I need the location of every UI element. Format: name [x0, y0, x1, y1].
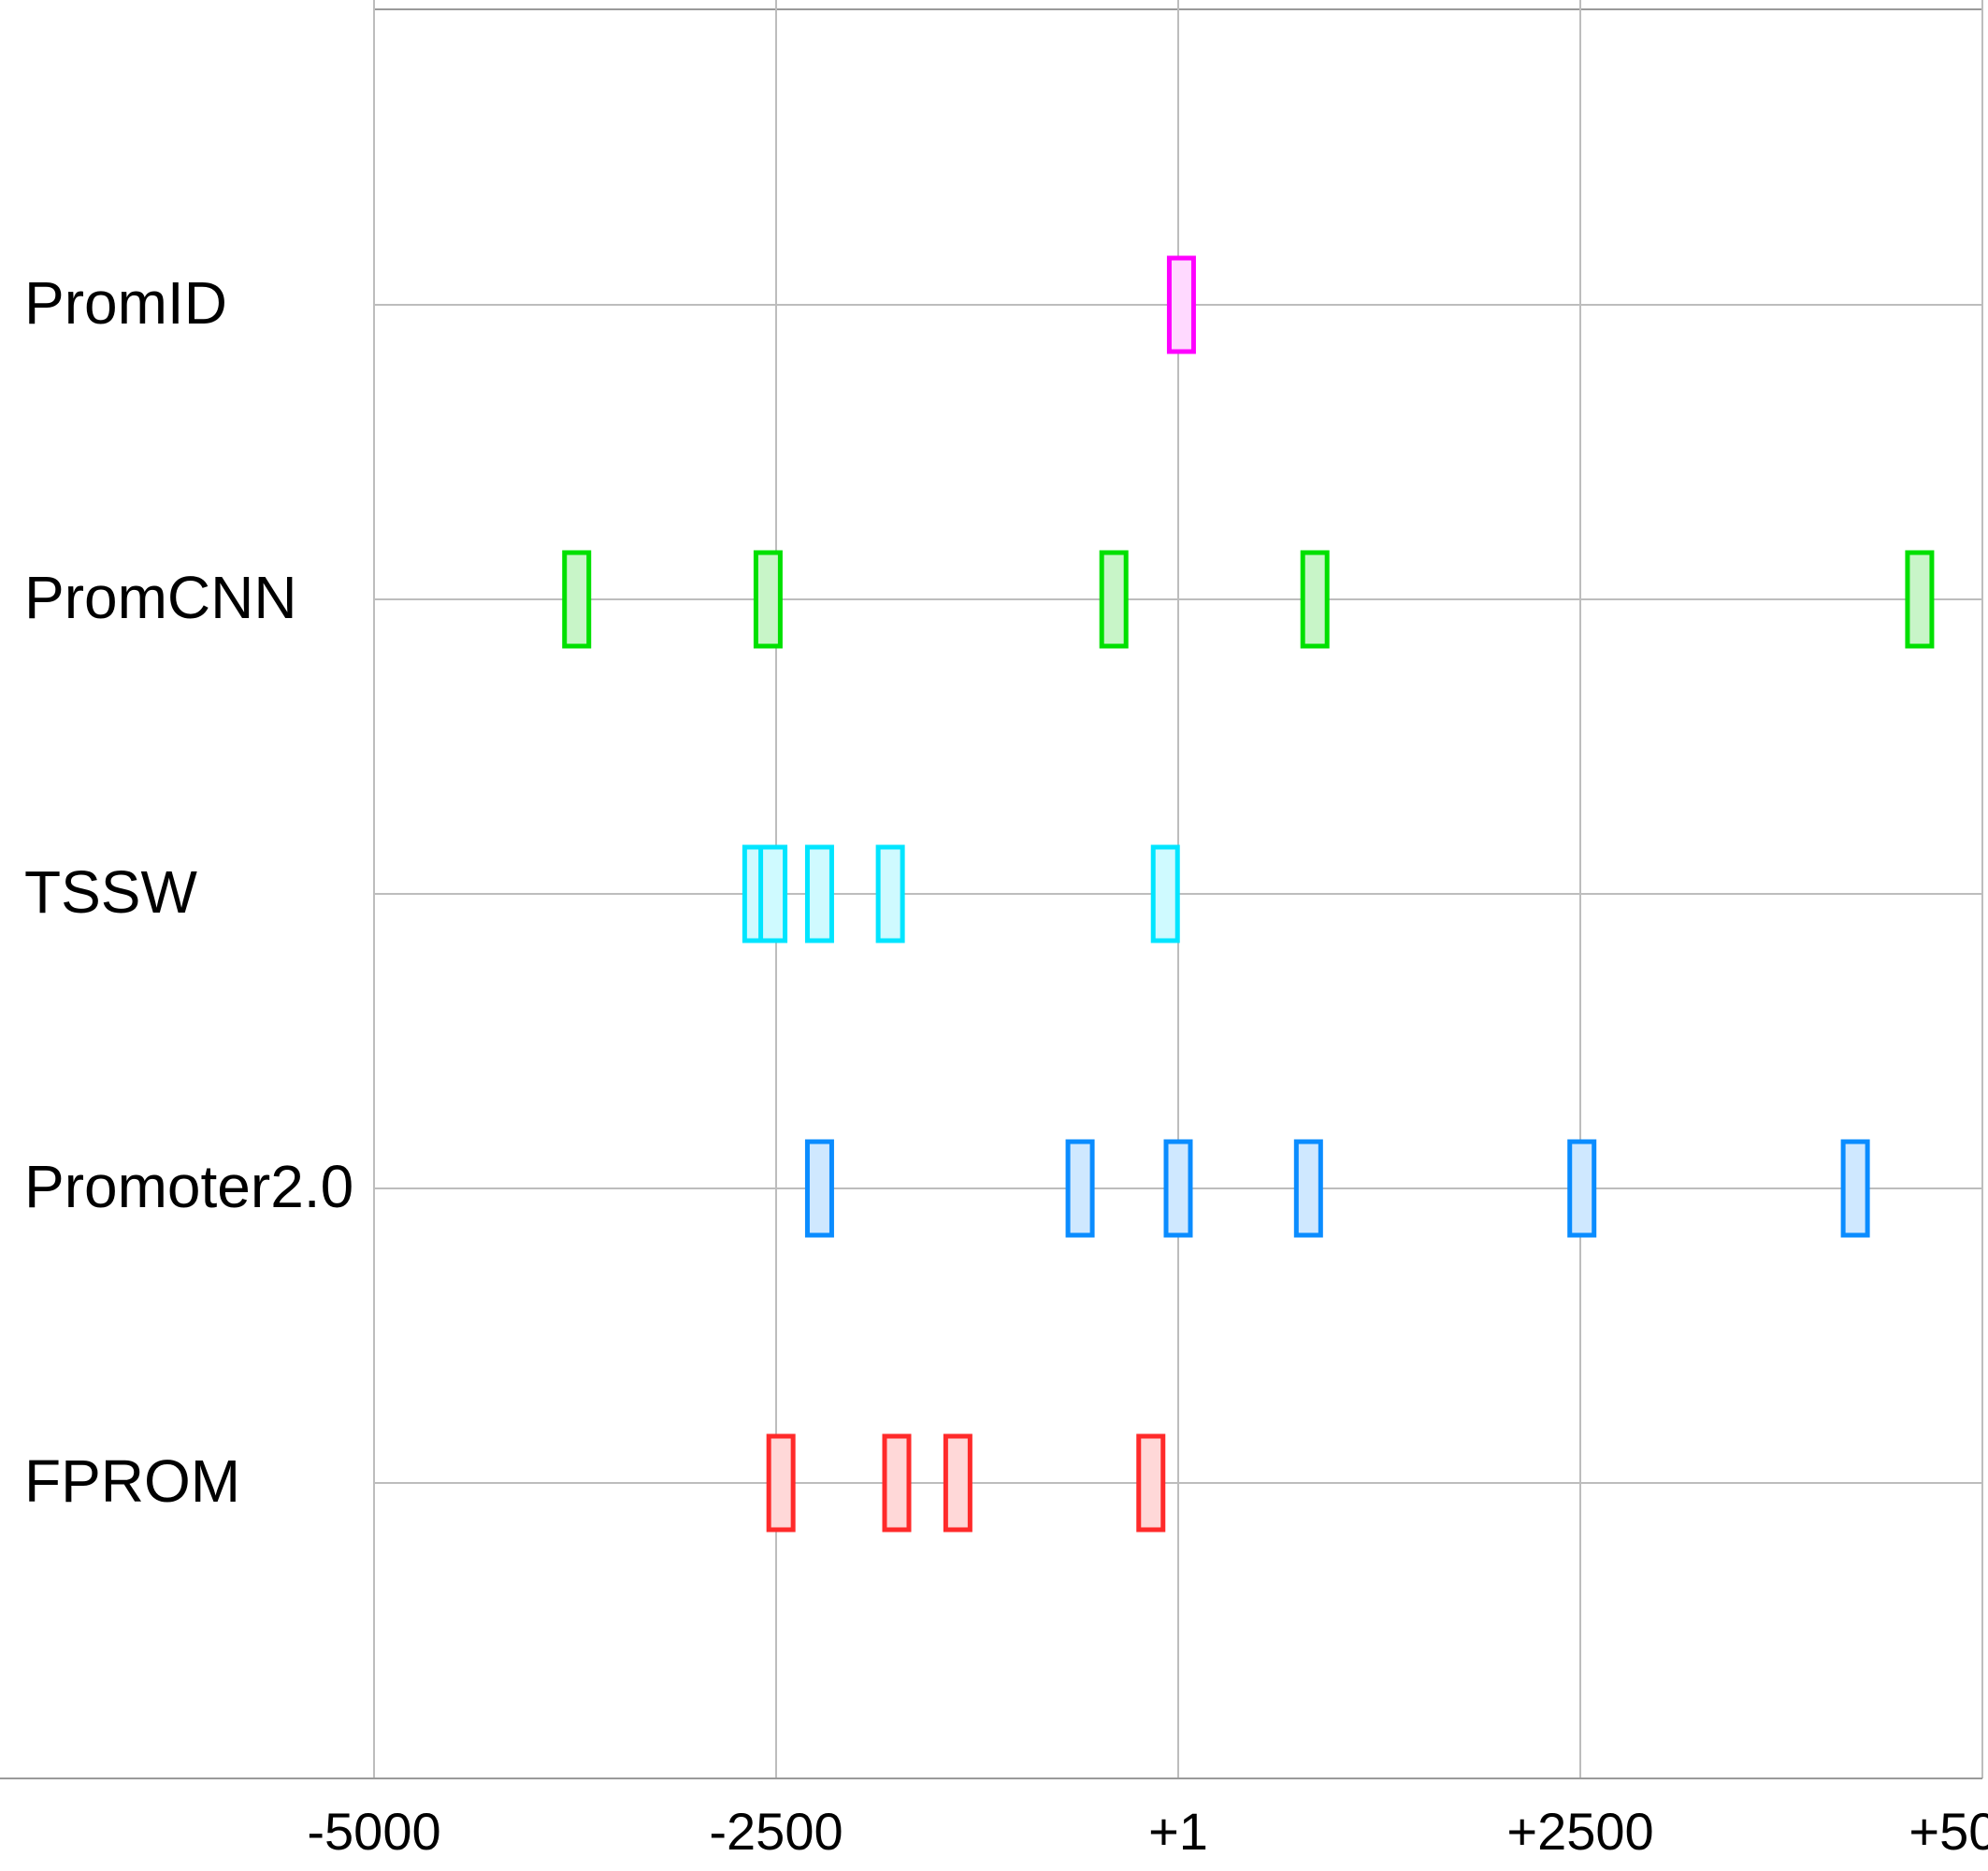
site-tssw-2 — [804, 844, 834, 943]
site-fprom-0 — [766, 1433, 796, 1533]
track-label: Promoter2.0 — [24, 1153, 353, 1220]
site-fprom-3 — [1136, 1433, 1166, 1533]
site-promoter2-0-2 — [1163, 1139, 1193, 1238]
predicted-sites — [562, 255, 1935, 1533]
site-fprom-1 — [882, 1433, 912, 1533]
track-label: PromCNN — [24, 564, 297, 631]
site-promid-0 — [1166, 255, 1196, 354]
site-promoter2-0-5 — [1840, 1139, 1870, 1238]
site-promcnn-2 — [1099, 550, 1129, 649]
site-promcnn-4 — [1905, 550, 1935, 649]
track-label: TSSW — [24, 858, 197, 926]
x-tick-label: +2500 — [1506, 1802, 1653, 1861]
site-promoter2-0-3 — [1293, 1139, 1323, 1238]
track-labels: PromID PromCNN TSSW Promoter2.0 FPROM — [24, 269, 353, 1515]
site-promoter2-0-1 — [1065, 1139, 1095, 1238]
site-fprom-2 — [943, 1433, 972, 1533]
site-promoter2-0-0 — [804, 1139, 834, 1238]
site-promcnn-3 — [1300, 550, 1330, 649]
site-promcnn-1 — [753, 550, 783, 649]
x-tick-label: +1 — [1148, 1802, 1208, 1861]
x-tick-label: -2500 — [709, 1802, 843, 1861]
track-label: FPROM — [24, 1447, 240, 1515]
site-promoter2-0-4 — [1567, 1139, 1597, 1238]
x-tick-label: +5000 — [1909, 1802, 1988, 1861]
site-promcnn-0 — [562, 550, 592, 649]
x-axis: -5000 -2500 +1 +2500 +5000 — [0, 1777, 1988, 1861]
site-tssw-3 — [875, 844, 905, 943]
site-tssw-4 — [1150, 844, 1180, 943]
site-tssw-1 — [758, 844, 788, 943]
track-label: PromID — [24, 269, 227, 337]
x-tick-label: -5000 — [307, 1802, 440, 1861]
